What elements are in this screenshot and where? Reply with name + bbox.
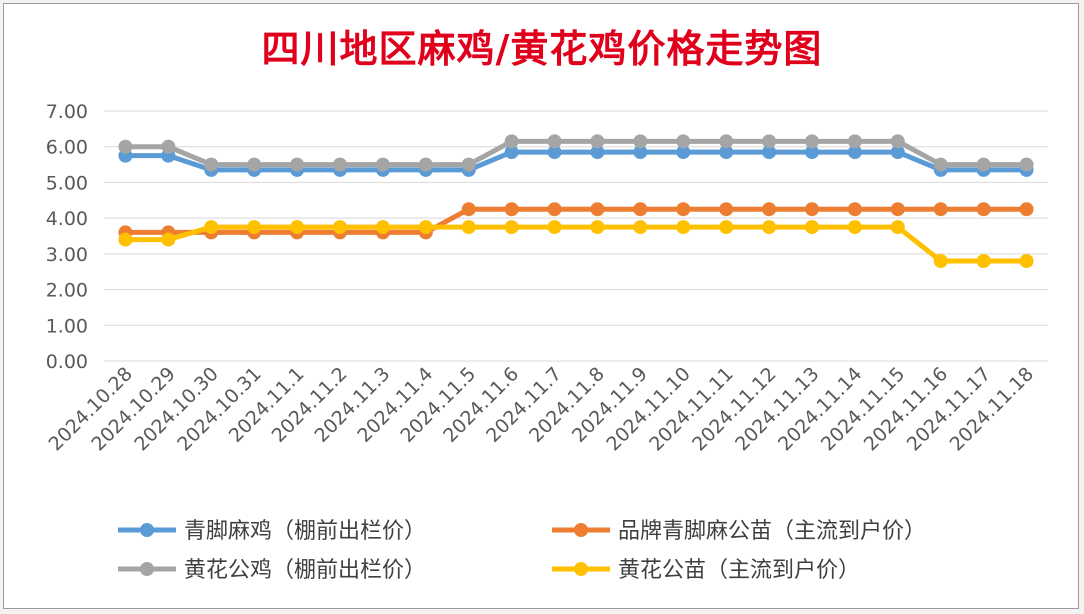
data-point bbox=[933, 254, 948, 268]
data-point bbox=[933, 202, 948, 217]
series-line bbox=[125, 138, 1027, 168]
legend-swatch-marker bbox=[140, 562, 154, 576]
data-point bbox=[418, 157, 433, 172]
data-point bbox=[590, 145, 605, 160]
data-point bbox=[547, 134, 562, 149]
data-point bbox=[762, 134, 777, 149]
data-point bbox=[719, 220, 734, 235]
legend-swatch-marker bbox=[574, 523, 588, 537]
data-point bbox=[504, 220, 519, 235]
legend-label: 黄花公鸡（棚前出栏价） bbox=[184, 558, 426, 583]
data-point bbox=[676, 145, 691, 160]
data-point bbox=[590, 202, 605, 217]
data-point bbox=[461, 202, 476, 217]
data-point bbox=[890, 145, 905, 160]
y-tick-label: 0.00 bbox=[46, 351, 88, 373]
data-point bbox=[461, 220, 476, 235]
y-tick-label: 4.00 bbox=[46, 208, 88, 230]
data-point bbox=[290, 157, 305, 172]
data-point bbox=[1019, 202, 1034, 217]
data-point bbox=[633, 202, 648, 217]
series-line bbox=[125, 149, 1027, 173]
data-point bbox=[976, 254, 991, 268]
data-point bbox=[676, 220, 691, 235]
data-point bbox=[1019, 254, 1034, 268]
legend-swatch-marker bbox=[140, 523, 154, 537]
data-point bbox=[890, 220, 905, 235]
legend-swatch-marker bbox=[574, 562, 588, 576]
data-point bbox=[976, 157, 991, 172]
data-point bbox=[719, 134, 734, 149]
data-point bbox=[676, 202, 691, 217]
series-line bbox=[125, 224, 1027, 264]
data-point bbox=[976, 202, 991, 217]
data-point bbox=[504, 134, 519, 149]
data-point bbox=[247, 220, 262, 235]
data-point bbox=[590, 220, 605, 235]
data-point bbox=[504, 202, 519, 217]
data-point bbox=[633, 220, 648, 235]
series-line bbox=[125, 206, 1027, 235]
legend-label: 黄花公苗（主流到户价） bbox=[618, 558, 860, 583]
data-point bbox=[333, 220, 347, 235]
data-point bbox=[161, 139, 176, 154]
data-point bbox=[418, 220, 433, 235]
data-point bbox=[633, 134, 648, 149]
data-point bbox=[633, 145, 648, 160]
data-point bbox=[118, 232, 133, 247]
data-point bbox=[1019, 157, 1034, 172]
y-tick-label: 7.00 bbox=[46, 101, 88, 123]
data-point bbox=[805, 145, 819, 160]
data-point bbox=[375, 220, 390, 235]
data-point bbox=[805, 134, 819, 149]
legend-label: 青脚麻鸡（棚前出栏价） bbox=[184, 519, 426, 544]
data-point bbox=[847, 134, 862, 149]
data-point bbox=[719, 145, 734, 160]
data-point bbox=[890, 202, 905, 217]
y-tick-label: 2.00 bbox=[46, 280, 88, 302]
data-point bbox=[547, 220, 562, 235]
data-point bbox=[204, 157, 219, 172]
y-tick-label: 6.00 bbox=[46, 137, 88, 159]
data-point bbox=[290, 220, 305, 235]
data-point bbox=[805, 220, 819, 235]
chart-frame bbox=[3, 3, 1079, 609]
data-point bbox=[933, 157, 948, 172]
data-point bbox=[161, 232, 176, 247]
chart-title: 四川地区麻鸡/黄花鸡价格走势图 bbox=[261, 26, 823, 71]
data-point bbox=[762, 145, 777, 160]
y-tick-label: 5.00 bbox=[46, 172, 88, 194]
data-point bbox=[762, 202, 777, 217]
data-point bbox=[719, 202, 734, 217]
data-point bbox=[504, 145, 519, 160]
data-point bbox=[118, 139, 133, 154]
data-point bbox=[590, 134, 605, 149]
data-point bbox=[247, 157, 262, 172]
data-point bbox=[676, 134, 691, 149]
data-point bbox=[890, 134, 905, 149]
y-tick-label: 3.00 bbox=[46, 244, 88, 266]
data-point bbox=[375, 157, 390, 172]
data-point bbox=[333, 157, 347, 172]
data-point bbox=[805, 202, 819, 217]
legend-label: 品牌青脚麻公苗（主流到户价） bbox=[618, 519, 926, 544]
data-point bbox=[461, 157, 476, 172]
data-point bbox=[762, 220, 777, 235]
y-tick-label: 1.00 bbox=[46, 315, 88, 337]
data-point bbox=[547, 145, 562, 160]
data-point bbox=[847, 220, 862, 235]
data-point bbox=[847, 145, 862, 160]
data-point bbox=[204, 220, 219, 235]
data-point bbox=[547, 202, 562, 217]
data-point bbox=[847, 202, 862, 217]
